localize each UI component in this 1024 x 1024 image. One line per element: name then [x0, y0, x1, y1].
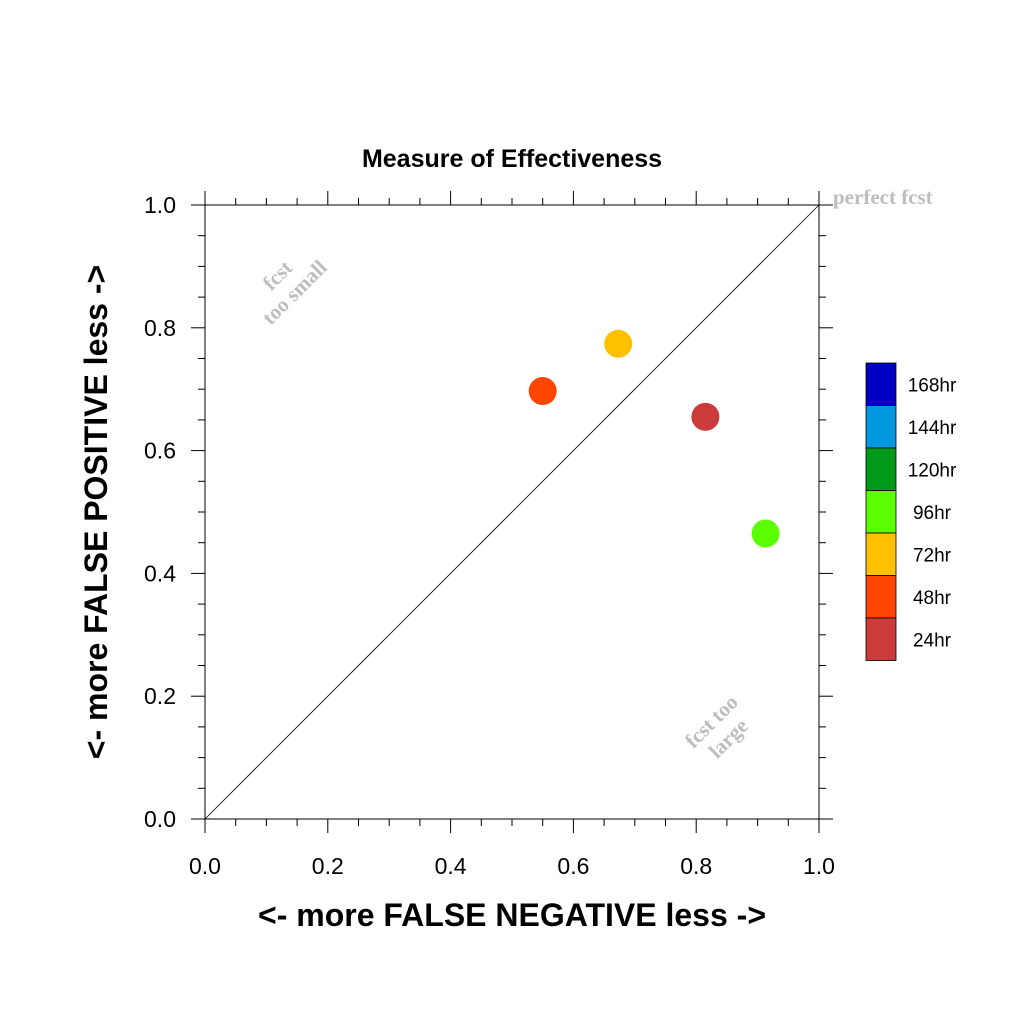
data-points [528, 329, 780, 548]
legend-swatch-168hr [865, 362, 897, 406]
point-48hr [528, 377, 557, 406]
point-24hr [691, 402, 720, 431]
legend-swatch-120hr [865, 447, 897, 491]
x-tick-label: 0.0 [189, 853, 221, 879]
legend-swatch-144hr [865, 405, 897, 449]
y-tick-label: 0.6 [144, 438, 176, 464]
annotation-perfect-fcst: perfect fcst [833, 185, 933, 209]
y-tick-label: 0.8 [144, 315, 176, 341]
legend: 168hr 144hr 120hr 96hr 72hr 48hr 24hr [865, 362, 957, 661]
legend-label-72hr: 72hr [913, 545, 952, 566]
chart-title: Measure of Effectiveness [362, 145, 662, 173]
legend-swatch-48hr [865, 575, 897, 619]
x-tick-label: 1.0 [803, 853, 835, 879]
x-tick-labels: 0.0 0.2 0.4 0.6 0.8 1.0 [189, 853, 835, 879]
legend-label-48hr: 48hr [913, 588, 952, 609]
y-tick-label: 0.2 [144, 683, 176, 709]
y-tick-label: 0.0 [144, 806, 176, 832]
point-72hr [604, 329, 633, 358]
legend-label-144hr: 144hr [908, 418, 957, 439]
x-tick-label: 0.4 [435, 853, 467, 879]
x-tick-label: 0.8 [680, 853, 712, 879]
legend-label-24hr: 24hr [913, 630, 952, 651]
legend-swatch-24hr [865, 617, 897, 661]
annotation-fcst-too-small: fcst too small [257, 255, 331, 329]
legend-swatch-96hr [865, 490, 897, 534]
legend-label-168hr: 168hr [908, 375, 957, 396]
legend-label-120hr: 120hr [908, 460, 957, 481]
x-tick-label: 0.2 [312, 853, 344, 879]
x-axis-label: <- more FALSE NEGATIVE less -> [258, 897, 766, 933]
y-tick-label: 0.4 [144, 560, 176, 586]
x-tick-label: 0.6 [557, 853, 589, 879]
annotation-fcst-too-large: fcst too large [680, 690, 753, 763]
perfect-forecast-diagonal [204, 204, 820, 820]
point-96hr [751, 519, 780, 548]
axis-ticks [191, 191, 833, 833]
y-tick-labels: 0.0 0.2 0.4 0.6 0.8 1.0 [144, 192, 176, 832]
legend-swatch-72hr [865, 532, 897, 576]
y-tick-label: 1.0 [144, 192, 176, 218]
legend-label-96hr: 96hr [913, 503, 952, 524]
y-axis-label: <- more FALSE POSITIVE less -> [78, 265, 114, 759]
